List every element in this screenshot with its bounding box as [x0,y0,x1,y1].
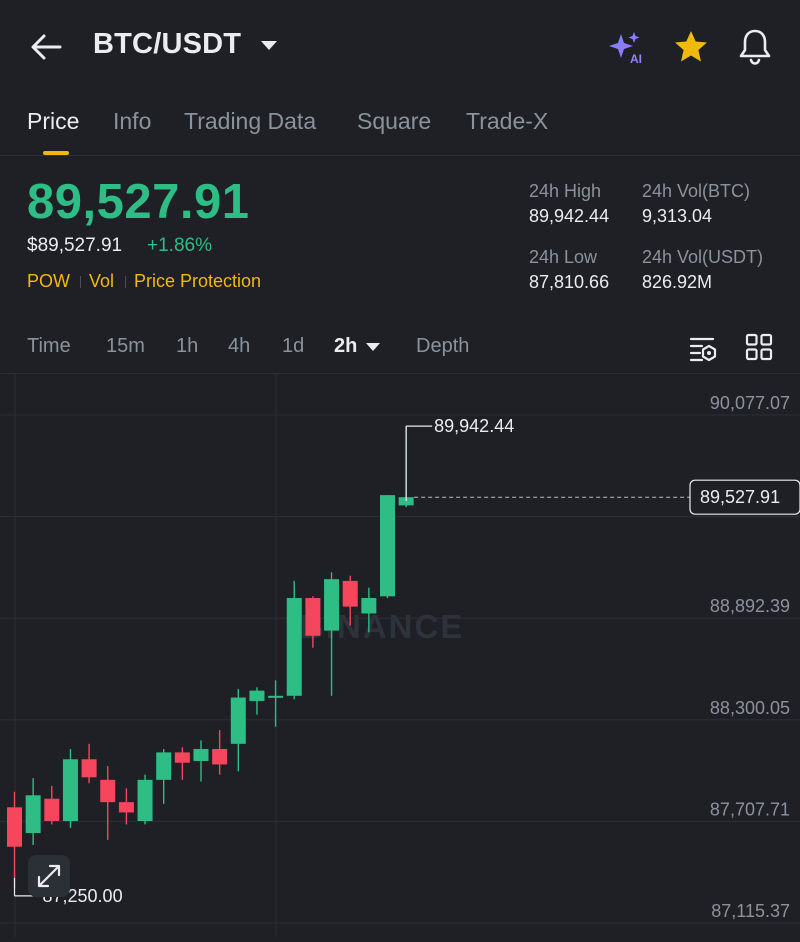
stat-24h-high: 89,942.44 [529,206,609,227]
tag-separator [80,276,81,288]
interval-dropdown-icon[interactable] [366,343,380,351]
pair-title[interactable]: BTC/USDT [93,28,241,61]
stat-24h-low-label: 24h Low [529,247,597,268]
candle-body [7,807,22,846]
candle-body [287,598,302,696]
tag-price-protection[interactable]: Price Protection [134,271,261,292]
stat-24h-high-label: 24h High [529,181,601,202]
candle-body [324,579,339,630]
divider [0,155,800,156]
y-axis-tick-label: 88,892.39 [710,596,790,616]
stat-24h-vol-btc: 9,313.04 [642,206,712,227]
expand-icon [28,855,70,897]
tab-trading-data[interactable]: Trading Data [184,108,316,135]
usd-price: $89,527.91 [27,235,122,257]
candle-body [63,759,78,821]
stat-24h-vol-btc-label: 24h Vol(BTC) [642,181,750,202]
interval-time[interactable]: Time [27,335,71,358]
ai-sparkle-icon[interactable]: AI [606,28,646,68]
candle-body [82,759,97,777]
current-price-label: 89,527.91 [700,487,780,507]
stat-24h-low: 87,810.66 [529,272,609,293]
candle-body [343,581,358,607]
candle-body [249,691,264,701]
tab-price[interactable]: Price [27,108,79,135]
svg-text:AI: AI [630,52,642,66]
tab-square[interactable]: Square [357,108,431,135]
stat-24h-vol-usdt: 826.92M [642,272,712,293]
y-axis: 90,077.07 88,892.39 88,300.05 87,707.71 87,1… [710,393,790,921]
header: BTC/USDT AI [0,0,800,95]
candle-body [100,780,115,802]
candle-body [361,598,376,613]
chart-settings-icon[interactable] [688,333,718,363]
candle-body [26,795,41,833]
tag-pow[interactable]: POW [27,271,70,292]
candle-body [156,752,171,779]
tab-info[interactable]: Info [113,108,151,135]
interval-2h[interactable]: 2h [334,335,357,358]
expand-chart-button[interactable] [28,855,70,897]
pair-dropdown-icon[interactable] [261,41,277,50]
y-axis-tick-label: 90,077.07 [710,393,790,413]
interval-4h[interactable]: 4h [228,335,250,358]
tag-vol[interactable]: Vol [89,271,114,292]
price-change-percent: +1.86% [147,235,212,257]
candle-body [380,495,395,596]
y-axis-tick-label: 87,707.71 [710,799,790,819]
interval-1d[interactable]: 1d [282,335,304,358]
candle-body [44,799,59,821]
last-price: 89,527.91 [27,174,250,230]
candle-body [305,598,320,636]
y-axis-tick-label: 87,115.37 [711,901,790,921]
back-arrow-icon[interactable] [26,27,66,67]
interval-15m[interactable]: 15m [106,335,145,358]
candle-body [119,802,134,812]
layout-grid-icon[interactable] [745,333,773,361]
bell-icon[interactable] [736,27,774,67]
y-axis-tick-label: 88,300.05 [710,698,790,718]
high-price-marker: 89,942.44 [434,416,514,436]
grid-lines [0,373,800,937]
candle-body [175,752,190,762]
interval-depth[interactable]: Depth [416,335,469,358]
tag-separator [125,276,126,288]
stat-24h-vol-usdt-label: 24h Vol(USDT) [642,247,763,268]
interval-1h[interactable]: 1h [176,335,198,358]
candle-body [231,698,246,744]
candle-body [194,749,209,761]
candle-body [138,780,153,821]
candles [7,426,414,888]
candle-body [212,749,227,764]
candle-body [268,696,283,698]
star-icon[interactable] [672,28,710,66]
tab-trade-x[interactable]: Trade-X [466,108,548,135]
